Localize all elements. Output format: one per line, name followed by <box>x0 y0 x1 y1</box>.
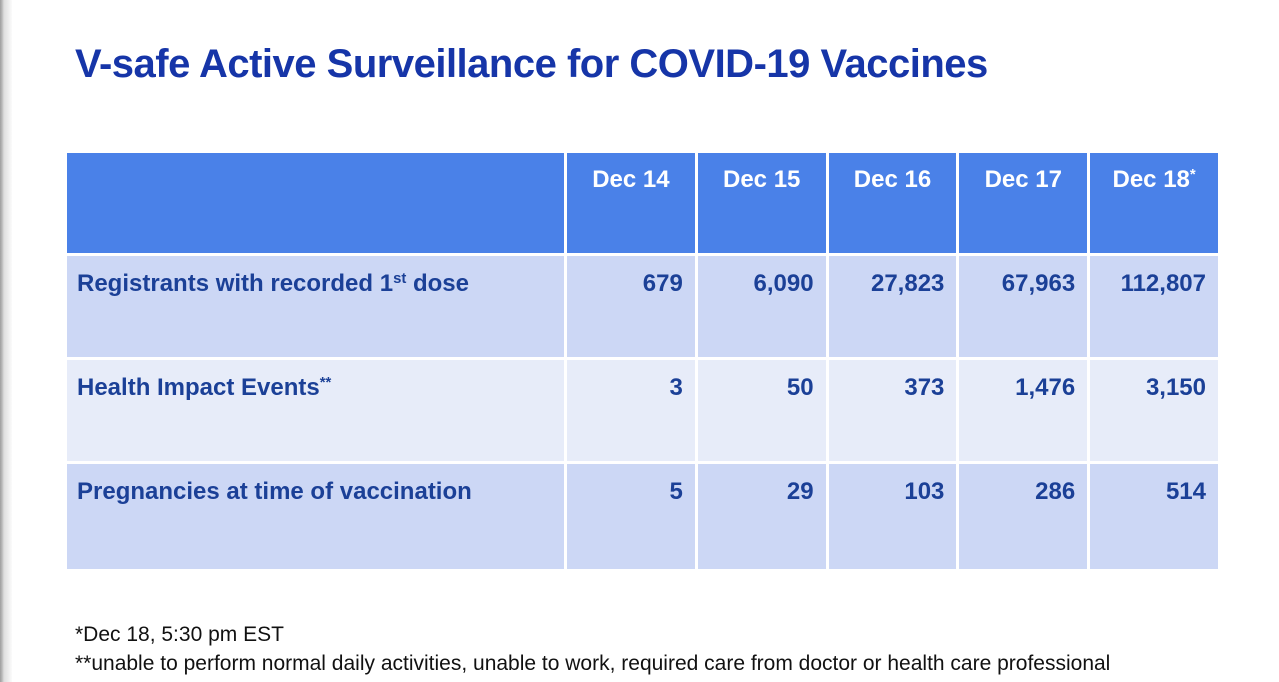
page-title: V-safe Active Surveillance for COVID-19 … <box>75 42 988 86</box>
cell-pregnancies-dec15: 29 <box>697 464 826 569</box>
row-label-pregnancies: Pregnancies at time of vaccination <box>67 464 564 569</box>
surveillance-table: Dec 14 Dec 15 Dec 16 Dec 17 Dec 18* Regi… <box>67 153 1218 569</box>
header-col-dec18-asterisk: * <box>1189 166 1196 183</box>
header-col-dec15: Dec 15 <box>697 153 826 253</box>
cell-health-dec14: 3 <box>567 360 695 461</box>
header-col-dec18-label: Dec 18 <box>1112 166 1190 193</box>
row-label-sup: ** <box>319 374 332 391</box>
row-label-text: Health Impact Events <box>77 374 320 401</box>
header-col-dec17: Dec 17 <box>959 153 1088 253</box>
cell-health-dec16: 373 <box>828 360 957 461</box>
row-label-text: Pregnancies at time of vaccination <box>77 478 472 505</box>
row-label-sup: st <box>393 270 407 287</box>
header-col-dec18: Dec 18* <box>1090 153 1218 253</box>
cell-registrants-dec14: 679 <box>567 256 695 357</box>
cell-pregnancies-dec17: 286 <box>959 464 1088 569</box>
footnote-health-impact-definition: **unable to perform normal daily activit… <box>75 652 1111 675</box>
cell-health-dec17: 1,476 <box>959 360 1088 461</box>
footnotes: *Dec 18, 5:30 pm EST **unable to perform… <box>75 620 1110 678</box>
row-label-text: Registrants with recorded 1 <box>77 270 394 297</box>
cell-pregnancies-dec16: 103 <box>828 464 957 569</box>
cell-health-dec15: 50 <box>697 360 826 461</box>
cell-pregnancies-dec14: 5 <box>567 464 695 569</box>
header-col-dec14: Dec 14 <box>567 153 695 253</box>
cell-registrants-dec15: 6,090 <box>697 256 826 357</box>
cell-pregnancies-dec18: 514 <box>1090 464 1218 569</box>
header-col-dec16: Dec 16 <box>828 153 957 253</box>
header-blank-cell <box>67 153 564 253</box>
cell-registrants-dec18: 112,807 <box>1090 256 1218 357</box>
footnote-dec18-time: *Dec 18, 5:30 pm EST <box>75 623 284 646</box>
row-label-text-post: dose <box>406 270 469 297</box>
document-viewer-edge <box>0 0 12 682</box>
row-label-health-impact: Health Impact Events** <box>67 360 564 461</box>
cell-health-dec18: 3,150 <box>1090 360 1218 461</box>
cell-registrants-dec16: 27,823 <box>828 256 957 357</box>
cell-registrants-dec17: 67,963 <box>959 256 1088 357</box>
row-label-registrants: Registrants with recorded 1st dose <box>67 256 564 357</box>
